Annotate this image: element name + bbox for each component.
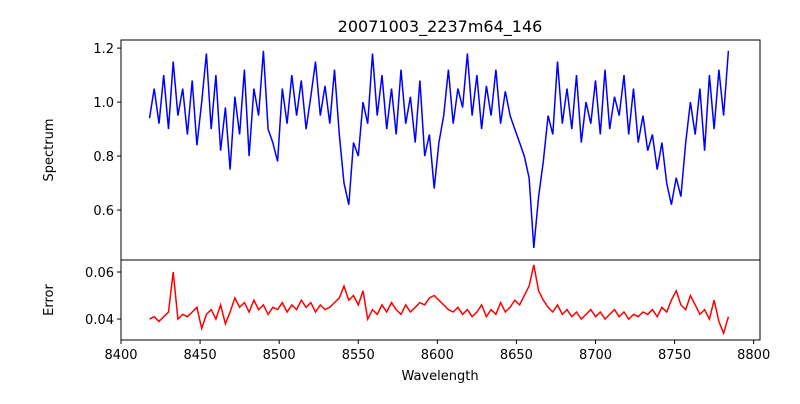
- xtick-label: 8400: [104, 348, 137, 363]
- xtick-label: 8550: [342, 348, 375, 363]
- ytick-label: 1.0: [93, 96, 114, 111]
- xtick-label: 8450: [184, 348, 217, 363]
- ytick-label: 0.8: [93, 150, 114, 165]
- ytick-label: 0.06: [85, 266, 114, 281]
- error-line: [149, 264, 730, 336]
- xtick-label: 8600: [421, 348, 454, 363]
- xtick-label: 8500: [263, 348, 296, 363]
- axes-frame: [120, 259, 761, 341]
- ytick-label: 0.6: [93, 204, 114, 219]
- spectrum-axes: 0.6 0.8 1.0 1.2: [93, 39, 761, 261]
- error-axes: 0.04 0.06 8400 8450 8500 8550 8600 8650 8700 8750…: [85, 259, 770, 363]
- spectrum-line: [148, 50, 730, 248]
- axes-frame: [120, 39, 761, 261]
- ytick-label: 0.04: [85, 313, 114, 328]
- error-ylabel: Error: [42, 284, 57, 316]
- xtick-label: 8750: [658, 348, 691, 363]
- ytick-label: 1.2: [93, 42, 114, 57]
- xlabel: Wavelength: [401, 369, 478, 384]
- xtick-label: 8700: [579, 348, 612, 363]
- spectrum-ylabel: Spectrum: [42, 119, 57, 182]
- chart-title: 20071003_2237m64_146: [338, 17, 543, 37]
- xtick-label: 8800: [737, 348, 770, 363]
- xtick-label: 8650: [500, 348, 533, 363]
